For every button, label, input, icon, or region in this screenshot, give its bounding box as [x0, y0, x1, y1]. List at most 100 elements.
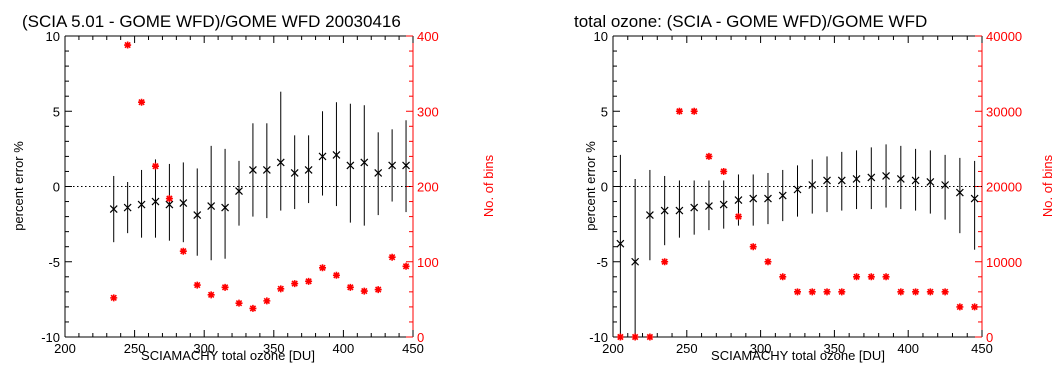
- left-chart-y2-tick-label: 300: [417, 104, 439, 119]
- right-chart-mean-point: [896, 175, 905, 183]
- right-chart-x-tick-label: 350: [824, 341, 846, 356]
- left-chart: (SCIA 5.01 - GOME WFD)/GOME WFD 20030416…: [11, 12, 496, 363]
- left-chart-mean-point: [109, 205, 118, 213]
- left-chart-bin-point: [207, 291, 215, 299]
- left-chart-x-tick-label: 300: [193, 341, 215, 356]
- right-chart-bin-point: [926, 288, 934, 296]
- left-chart-bin-point: [221, 283, 229, 291]
- left-chart-bin-point: [179, 247, 187, 255]
- left-chart-y2-tick-label: 200: [417, 180, 439, 195]
- left-chart-x-label: SCIAMACHY total ozone [DU]: [141, 348, 315, 363]
- right-chart-bin-point: [897, 288, 905, 296]
- right-chart-bin-point: [616, 333, 624, 341]
- left-chart-y-tick-label: -5: [48, 255, 60, 270]
- right-chart-y2-tick-label: 30000: [986, 104, 1022, 119]
- right-chart-x-tick-label: 400: [897, 341, 919, 356]
- right-chart-bin-point: [823, 288, 831, 296]
- right-chart-y2-label: No. of bins: [1040, 154, 1055, 217]
- left-chart-y2-tick-label: 100: [417, 255, 439, 270]
- left-chart-bin-point: [124, 41, 132, 49]
- right-chart-y2-tick-label: 10000: [986, 255, 1022, 270]
- left-chart-x-tick-label: 450: [402, 341, 424, 356]
- right-chart-mean-point: [852, 175, 861, 183]
- right-chart-bin-point: [853, 273, 861, 281]
- right-chart-x-label: SCIAMACHY total ozone [DU]: [711, 348, 885, 363]
- right-chart-y2-tick-label: 20000: [986, 180, 1022, 195]
- left-chart-mean-point: [304, 166, 313, 174]
- right-chart-x-tick-label: 300: [750, 341, 772, 356]
- left-chart-bin-point: [235, 299, 243, 307]
- right-chart-mean-point: [837, 176, 846, 185]
- left-chart-mean-point: [402, 161, 410, 170]
- right-chart-mean-point: [882, 172, 890, 180]
- right-chart-mean-point: [941, 181, 950, 189]
- right-chart-mean-point: [616, 239, 625, 248]
- right-chart-bin-point: [808, 288, 816, 296]
- right-chart-y-tick-label: 10: [594, 29, 608, 44]
- right-chart-mean-point: [867, 173, 876, 182]
- right-chart-mean-point: [955, 188, 964, 197]
- left-chart-bin-point: [291, 280, 299, 288]
- left-chart-mean-point: [276, 158, 285, 167]
- left-chart-y-tick-label: -10: [41, 330, 60, 345]
- right-chart-bin-point: [675, 107, 683, 115]
- left-chart-mean-point: [151, 197, 160, 206]
- left-chart-x-tick-label: 250: [124, 341, 146, 356]
- left-chart-mean-point: [179, 199, 188, 207]
- right-chart-bin-point: [956, 303, 964, 311]
- right-chart-bin-point: [690, 107, 698, 115]
- left-chart-x-tick-label: 350: [263, 341, 285, 356]
- left-chart-bin-point: [165, 195, 173, 203]
- right-chart-marks: 200 250 300 350 400 450 -10 -5 0 5 10 0 10000 20000 30…: [589, 29, 1022, 356]
- left-chart-mean-point: [123, 203, 132, 212]
- left-chart-mean-point: [360, 158, 369, 167]
- left-chart-bin-point: [305, 277, 313, 285]
- left-chart-bin-point: [249, 304, 257, 312]
- left-chart-mean-point: [374, 169, 383, 177]
- left-chart-mean-point: [235, 187, 243, 195]
- left-chart-mean-point: [207, 202, 216, 210]
- right-chart-x-tick-label: 450: [971, 341, 993, 356]
- left-chart-bin-point: [277, 285, 285, 293]
- left-chart-mean-point: [193, 211, 202, 220]
- right-chart-bin-point: [912, 288, 920, 296]
- right-chart-bin-point: [631, 333, 639, 341]
- left-chart-mean-point: [262, 166, 271, 174]
- left-chart-mean-point: [165, 200, 174, 209]
- left-chart-bin-point: [346, 283, 354, 291]
- left-chart-bin-point: [360, 287, 368, 295]
- right-chart-mean-point: [705, 202, 713, 210]
- left-chart-bin-point: [402, 262, 410, 270]
- left-chart-mean-point: [332, 150, 341, 159]
- left-chart-bin-point: [319, 264, 327, 272]
- left-chart-mean-point: [318, 152, 327, 161]
- right-chart-y2-tick-label: 40000: [986, 29, 1022, 44]
- right-chart-y-tick-label: -5: [596, 255, 608, 270]
- right-chart-mean-point: [823, 176, 831, 185]
- right-chart-mean-point: [970, 194, 979, 203]
- right-chart-bin-point: [749, 243, 757, 251]
- left-chart-y2-tick-label: 400: [417, 29, 439, 44]
- left-chart-y-tick-label: 10: [46, 29, 60, 44]
- right-chart-bin-point: [661, 258, 669, 266]
- left-chart-y-tick-label: 5: [53, 104, 60, 119]
- left-chart-bin-point: [138, 98, 146, 106]
- left-chart-y2-label: No. of bins: [481, 154, 496, 217]
- right-chart-x-tick-label: 200: [602, 341, 624, 356]
- right-chart: total ozone: (SCIA - GOME WFD)/GOME WFD …: [574, 12, 1055, 363]
- left-chart-x-tick-label: 400: [333, 341, 355, 356]
- right-chart-mean-point: [690, 203, 699, 212]
- left-chart-y-label: percent error %: [11, 141, 26, 231]
- right-chart-mean-point: [911, 176, 920, 185]
- right-chart-bin-point: [794, 288, 801, 296]
- right-chart-bin-point: [838, 288, 846, 296]
- right-chart-y-label: percent error %: [583, 141, 598, 231]
- left-chart-mean-point: [388, 161, 397, 170]
- right-chart-mean-point: [778, 191, 787, 200]
- left-chart-title: (SCIA 5.01 - GOME WFD)/GOME WFD 20030416: [22, 12, 401, 31]
- right-chart-bin-point: [941, 288, 949, 296]
- right-chart-bin-point: [882, 273, 890, 281]
- right-chart-bin-point: [867, 273, 875, 281]
- left-chart-bin-point: [388, 253, 396, 261]
